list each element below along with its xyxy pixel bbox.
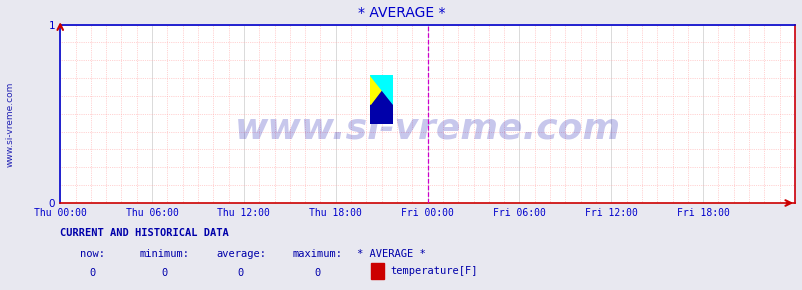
Text: now:: now: [79,249,105,259]
Text: 0: 0 [161,268,168,278]
Text: maximum:: maximum: [292,249,342,259]
Polygon shape [370,75,392,104]
Text: minimum:: minimum: [140,249,189,259]
Text: * AVERAGE *: * AVERAGE * [357,249,426,259]
Text: 0: 0 [89,268,95,278]
Text: CURRENT AND HISTORICAL DATA: CURRENT AND HISTORICAL DATA [60,228,229,238]
Text: * AVERAGE *: * AVERAGE * [358,6,444,20]
Polygon shape [370,75,392,104]
Text: average:: average: [216,249,265,259]
Text: www.si-vreme.com: www.si-vreme.com [5,82,14,167]
Text: www.si-vreme.com: www.si-vreme.com [234,111,620,145]
Polygon shape [370,75,392,124]
Text: 0: 0 [314,268,320,278]
Text: 0: 0 [237,268,244,278]
Text: temperature[F]: temperature[F] [390,266,477,276]
